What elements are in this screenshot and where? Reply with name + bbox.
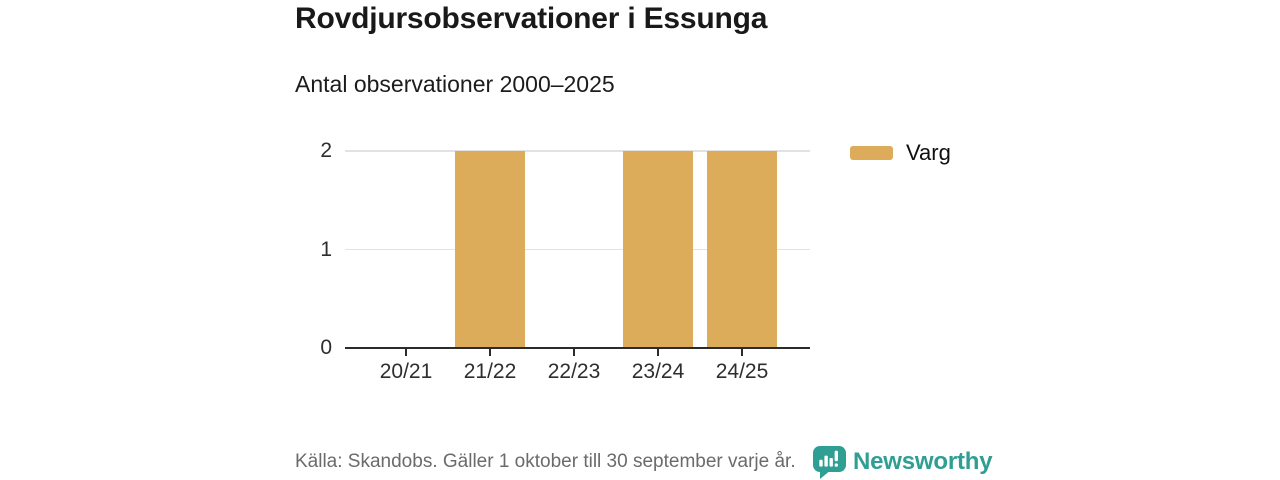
gridline-y2 <box>345 150 810 152</box>
x-axis-label-22-23: 22/23 <box>547 360 601 383</box>
x-axis-label-24-25: 24/25 <box>715 360 769 383</box>
y-axis-label-1: 1 <box>320 237 332 261</box>
x-axis-tick-21-22 <box>489 349 491 357</box>
x-axis-label-23-24: 23/24 <box>631 360 685 383</box>
legend: Varg <box>850 138 951 168</box>
newsworthy-logo: Newsworthy <box>813 445 993 479</box>
source-note: Källa: Skandobs. Gäller 1 oktober till 3… <box>295 451 796 472</box>
chart-title: Rovdjursobservationer i Essunga <box>295 2 768 35</box>
chart-subtitle: Antal observationer 2000–2025 <box>295 71 615 97</box>
y-axis-label-0: 0 <box>320 336 332 359</box>
bar-23-24 <box>623 151 693 348</box>
x-axis-label-21-22: 21/22 <box>463 360 517 383</box>
gridline-y1 <box>345 248 810 251</box>
x-axis-tick-20-21 <box>405 349 407 357</box>
x-axis-label-20-21: 20/21 <box>379 360 433 383</box>
x-axis-tick-22-23 <box>573 349 575 357</box>
x-axis-tick-24-25 <box>741 349 743 357</box>
legend-label-varg: Varg <box>906 140 951 165</box>
legend-swatch-varg <box>850 146 893 160</box>
bar-21-22 <box>455 151 525 348</box>
newsworthy-icon <box>813 445 846 479</box>
y-axis-label-2: 2 <box>320 139 332 162</box>
newsworthy-wordmark: Newsworthy <box>853 448 993 475</box>
x-axis-tick-23-24 <box>657 349 659 357</box>
bar-24-25 <box>707 151 777 348</box>
x-axis-line <box>345 346 810 350</box>
